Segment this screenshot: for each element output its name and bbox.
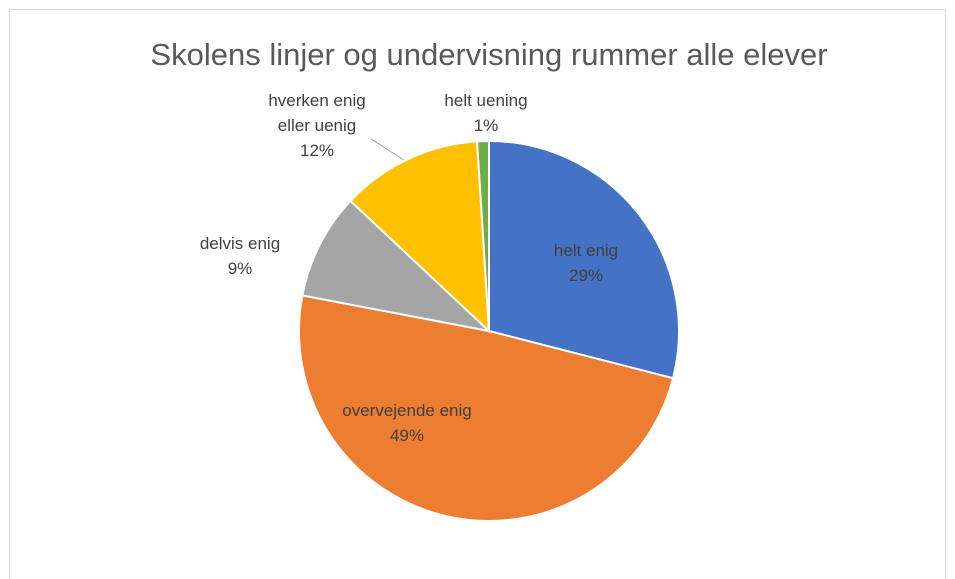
pie-slice bbox=[301, 199, 493, 333]
data-label: helt uening 1% bbox=[444, 88, 527, 138]
label-category: hverken enig eller uenig bbox=[268, 91, 366, 135]
label-value: 29% bbox=[568, 266, 604, 285]
label-category: helt enig bbox=[553, 241, 619, 260]
data-label: delvis enig 9% bbox=[200, 231, 280, 281]
data-label: helt enig 29% bbox=[554, 238, 618, 288]
leader-line bbox=[370, 138, 405, 161]
label-value: 1% bbox=[473, 116, 499, 135]
data-label: hverken enig eller uenig 12% bbox=[257, 88, 377, 163]
pie-slice bbox=[298, 294, 675, 523]
data-label: overvejende enig 49% bbox=[342, 398, 471, 448]
label-category: overvejende enig bbox=[342, 401, 472, 420]
label-value: 9% bbox=[227, 259, 253, 278]
label-value: 49% bbox=[389, 426, 425, 445]
pie-slice bbox=[349, 140, 491, 334]
label-category: helt uening bbox=[444, 91, 528, 110]
chart-title: Skolens linjer og undervisning rummer al… bbox=[150, 37, 827, 72]
pie-slice bbox=[488, 139, 680, 380]
label-value: 12% bbox=[299, 141, 335, 160]
pie-slice bbox=[476, 139, 490, 332]
label-category: delvis enig bbox=[199, 234, 281, 253]
